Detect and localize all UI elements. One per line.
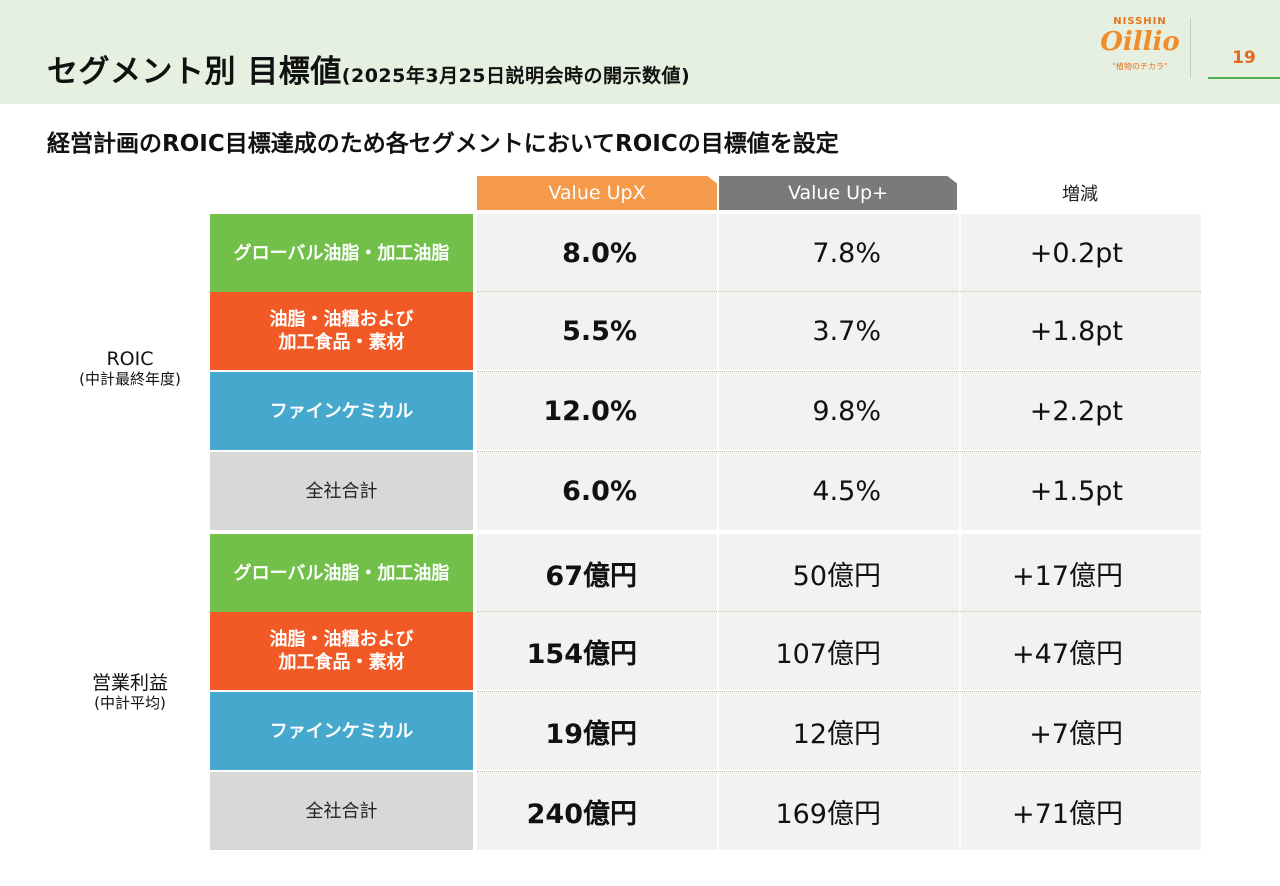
value-up-plus-cell: 3.7% [719, 292, 959, 370]
header-band [0, 0, 1280, 104]
value-up-plus-cell: 12億円 [719, 692, 959, 770]
page-title: セグメント別 目標値(2025年3月25日説明会時の開示数値) [47, 46, 690, 91]
value-up-plus-cell: 9.8% [719, 372, 959, 450]
value-upx-cell: 8.0% [477, 214, 717, 292]
segment-fine-chemical: ファインケミカル [210, 372, 473, 450]
value-up-plus-cell: 7.8% [719, 214, 959, 292]
table-row: 油脂・油糧および 加工食品・素材 154億円 107億円 +47億円 [210, 612, 1201, 690]
row-divider [477, 611, 1201, 612]
value-up-plus-cell: 50億円 [719, 534, 959, 612]
group-label-op-sub: (中計平均) [94, 694, 166, 712]
table-row: 全社合計 240億円 169億円 +71億円 [210, 772, 1201, 850]
table-row: 油脂・油糧および 加工食品・素材 5.5% 3.7% +1.8pt [210, 292, 1201, 370]
segment-oils-processed-foods: 油脂・油糧および 加工食品・素材 [210, 292, 473, 370]
group-label-operating-profit: 営業利益 (中計平均) [60, 672, 200, 712]
segment-global-oils: グローバル油脂・加工油脂 [210, 534, 473, 612]
diff-cell: +47億円 [961, 612, 1201, 690]
table-row: グローバル油脂・加工油脂 8.0% 7.8% +0.2pt [210, 214, 1201, 292]
value-upx-cell: 5.5% [477, 292, 717, 370]
segment-label: 油脂・油糧および 加工食品・素材 [269, 629, 414, 673]
segment-global-oils: グローバル油脂・加工油脂 [210, 214, 473, 292]
company-logo: NISSHIN Oillio "植物のチカラ" [1098, 16, 1182, 86]
group-label-op-title: 営業利益 [91, 672, 168, 694]
value-upx-cell: 19億円 [477, 692, 717, 770]
diff-cell: +17億円 [961, 534, 1201, 612]
page-number: 19 [1232, 48, 1256, 68]
value-up-plus-cell: 107億円 [719, 612, 959, 690]
diff-cell: +1.8pt [961, 292, 1201, 370]
column-header-value-up-plus: Value Up+ [719, 176, 957, 210]
group-label-roic: ROIC (中計最終年度) [60, 348, 200, 388]
row-divider [477, 371, 1201, 372]
diff-cell: +2.2pt [961, 372, 1201, 450]
table-row: グローバル油脂・加工油脂 67億円 50億円 +17億円 [210, 534, 1201, 612]
group-label-roic-sub: (中計最終年度) [79, 370, 181, 388]
row-divider [477, 691, 1201, 692]
page-title-main: セグメント別 目標値 [47, 54, 342, 90]
segment-label: 油脂・油糧および 加工食品・素材 [269, 309, 414, 353]
header-divider [1190, 18, 1191, 78]
value-upx-cell: 67億円 [477, 534, 717, 612]
value-up-plus-cell: 4.5% [719, 452, 959, 530]
segment-company-total: 全社合計 [210, 772, 473, 850]
diff-cell: +7億円 [961, 692, 1201, 770]
segment-company-total: 全社合計 [210, 452, 473, 530]
logo-tagline: "植物のチカラ" [1112, 62, 1168, 71]
value-upx-cell: 154億円 [477, 612, 717, 690]
diff-cell: +0.2pt [961, 214, 1201, 292]
logo-main-text: Oillio [1100, 27, 1180, 57]
page-title-note: (2025年3月25日説明会時の開示数値) [341, 65, 691, 87]
diff-cell: +1.5pt [961, 452, 1201, 530]
value-up-plus-cell: 169億円 [719, 772, 959, 850]
diff-cell: +71億円 [961, 772, 1201, 850]
table-row: ファインケミカル 19億円 12億円 +7億円 [210, 692, 1201, 770]
row-divider [477, 771, 1201, 772]
table-row: ファインケミカル 12.0% 9.8% +2.2pt [210, 372, 1201, 450]
column-header-diff: 増減 [1062, 184, 1098, 205]
group-label-roic-title: ROIC [106, 348, 154, 370]
value-upx-cell: 240億円 [477, 772, 717, 850]
table-row: 全社合計 6.0% 4.5% +1.5pt [210, 452, 1201, 530]
row-divider [477, 291, 1201, 292]
segment-oils-processed-foods: 油脂・油糧および 加工食品・素材 [210, 612, 473, 690]
value-upx-cell: 12.0% [477, 372, 717, 450]
logo-top-text: NISSHIN [1113, 16, 1167, 27]
segment-fine-chemical: ファインケミカル [210, 692, 473, 770]
page-number-underline [1208, 77, 1280, 79]
row-divider [477, 451, 1201, 452]
value-upx-cell: 6.0% [477, 452, 717, 530]
slide-subtitle: 経営計画のROIC目標達成のため各セグメントにおいてROICの目標値を設定 [47, 131, 839, 157]
column-header-value-upx: Value UpX [477, 176, 717, 210]
